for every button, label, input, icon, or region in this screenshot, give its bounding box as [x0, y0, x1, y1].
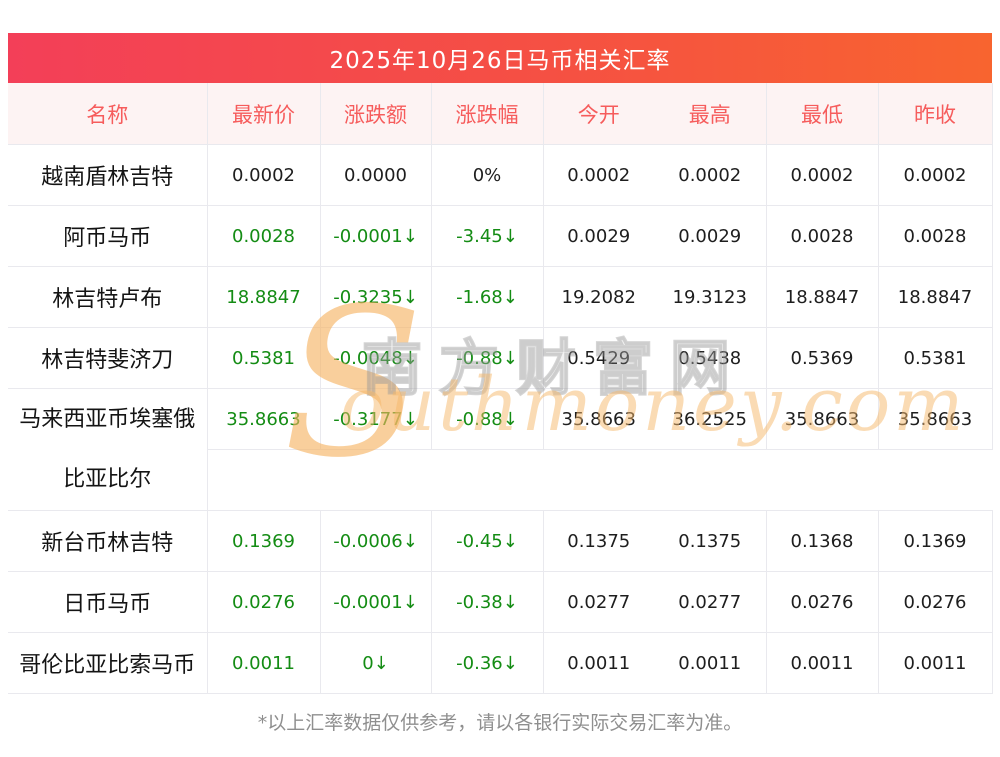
cell-open: 0.0029 [543, 205, 654, 267]
cell-name: 马来西亚币埃塞俄比亚比尔 [8, 388, 208, 511]
cell-change-percent: 0% [431, 144, 544, 206]
table-header-row: 名称 最新价 涨跌额 涨跌幅 今开 最高 最低 昨收 [8, 83, 993, 145]
cell-change-percent: -0.36↓ [431, 632, 544, 694]
table-row: 阿币马币 0.0028 -0.0001↓ -3.45↓ 0.0029 0.002… [8, 205, 993, 267]
cell-high: 0.0011 [654, 632, 767, 694]
cell-open: 0.0011 [543, 632, 654, 694]
cell-prev-close: 0.1369 [878, 510, 993, 572]
empty-spacer-cell [207, 449, 992, 511]
column-header-high: 最高 [654, 83, 767, 145]
cell-high: 0.0029 [654, 205, 767, 267]
cell-change-percent: -0.88↓ [431, 388, 544, 450]
cell-prev-close: 35.8663 [878, 388, 993, 450]
cell-low: 0.0028 [766, 205, 879, 267]
table-row: 林吉特卢布 18.8847 -0.3235↓ -1.68↓ 19.2082 19… [8, 266, 993, 328]
table-row-name-overflow [8, 449, 992, 511]
cell-prev-close: 0.0276 [878, 571, 993, 633]
cell-latest-price: 0.0276 [207, 571, 321, 633]
column-header-change-percent: 涨跌幅 [431, 83, 544, 145]
cell-name: 林吉特卢布 [8, 266, 208, 328]
cell-latest-price: 0.0002 [207, 144, 321, 206]
cell-latest-price: 0.0011 [207, 632, 321, 694]
table-row: 哥伦比亚比索马币 0.0011 0↓ -0.36↓ 0.0011 0.0011 … [8, 632, 993, 694]
cell-name: 林吉特斐济刀 [8, 327, 208, 389]
cell-change-percent: -1.68↓ [431, 266, 544, 328]
cell-change-amount: -0.3177↓ [320, 388, 432, 450]
table-row: 越南盾林吉特 0.0002 0.0000 0% 0.0002 0.0002 0.… [8, 144, 993, 206]
cell-low: 18.8847 [766, 266, 879, 328]
cell-name: 新台币林吉特 [8, 510, 208, 572]
cell-prev-close: 0.0002 [878, 144, 993, 206]
table-row: 日币马币 0.0276 -0.0001↓ -0.38↓ 0.0277 0.027… [8, 571, 993, 633]
cell-change-amount: -0.0006↓ [320, 510, 432, 572]
column-header-open: 今开 [543, 83, 654, 145]
column-header-name: 名称 [8, 83, 208, 145]
column-header-prev-close: 昨收 [878, 83, 993, 145]
cell-high: 0.5438 [654, 327, 767, 389]
cell-high: 19.3123 [654, 266, 767, 328]
disclaimer-note: *以上汇率数据仅供参考，请以各银行实际交易汇率为准。 [257, 712, 743, 734]
cell-change-amount: -0.0048↓ [320, 327, 432, 389]
column-header-change-amount: 涨跌额 [320, 83, 432, 145]
cell-prev-close: 0.5381 [878, 327, 993, 389]
cell-latest-price: 0.0028 [207, 205, 321, 267]
cell-name: 阿币马币 [8, 205, 208, 267]
cell-latest-price: 0.5381 [207, 327, 321, 389]
cell-prev-close: 0.0028 [878, 205, 993, 267]
cell-low: 0.0276 [766, 571, 879, 633]
cell-open: 35.8663 [543, 388, 654, 450]
cell-prev-close: 0.0011 [878, 632, 993, 694]
cell-open: 0.5429 [543, 327, 654, 389]
cell-prev-close: 18.8847 [878, 266, 993, 328]
cell-latest-price: 35.8663 [207, 388, 321, 450]
cell-change-amount: 0↓ [320, 632, 432, 694]
cell-open: 0.0277 [543, 571, 654, 633]
cell-name: 越南盾林吉特 [8, 144, 208, 206]
cell-change-percent: -0.45↓ [431, 510, 544, 572]
table-row: 马来西亚币埃塞俄比亚比尔 35.8663 -0.3177↓ -0.88↓ 35.… [8, 388, 993, 511]
cell-high: 36.2525 [654, 388, 767, 450]
exchange-rate-table: 名称 最新价 涨跌额 涨跌幅 今开 最高 最低 昨收 越南盾林吉特 0.0002… [8, 83, 993, 694]
cell-low: 0.0002 [766, 144, 879, 206]
cell-latest-price: 0.1369 [207, 510, 321, 572]
page-title: 2025年10月26日马币相关汇率 [329, 48, 671, 74]
column-header-low: 最低 [766, 83, 879, 145]
cell-open: 0.0002 [543, 144, 654, 206]
cell-change-amount: 0.0000 [320, 144, 432, 206]
cell-low: 0.5369 [766, 327, 879, 389]
cell-change-amount: -0.0001↓ [320, 205, 432, 267]
cell-change-percent: -0.38↓ [431, 571, 544, 633]
cell-latest-price: 18.8847 [207, 266, 321, 328]
table-title-bar: 2025年10月26日马币相关汇率 [8, 33, 992, 83]
cell-high: 0.0277 [654, 571, 767, 633]
cell-change-percent: -3.45↓ [431, 205, 544, 267]
column-header-latest-price: 最新价 [207, 83, 321, 145]
table-row: 林吉特斐济刀 0.5381 -0.0048↓ -0.88↓ 0.5429 0.5… [8, 327, 993, 389]
cell-name: 哥伦比亚比索马币 [8, 632, 208, 694]
cell-change-amount: -0.0001↓ [320, 571, 432, 633]
cell-low: 0.1368 [766, 510, 879, 572]
exchange-rate-table-container: 名称 最新价 涨跌额 涨跌幅 今开 最高 最低 昨收 越南盾林吉特 0.0002… [8, 83, 993, 694]
cell-low: 0.0011 [766, 632, 879, 694]
cell-change-amount: -0.3235↓ [320, 266, 432, 328]
cell-name: 日币马币 [8, 571, 208, 633]
cell-high: 0.1375 [654, 510, 767, 572]
cell-open: 0.1375 [543, 510, 654, 572]
cell-high: 0.0002 [654, 144, 767, 206]
cell-change-percent: -0.88↓ [431, 327, 544, 389]
table-row: 新台币林吉特 0.1369 -0.0006↓ -0.45↓ 0.1375 0.1… [8, 510, 993, 572]
cell-open: 19.2082 [543, 266, 654, 328]
cell-low: 35.8663 [766, 388, 879, 450]
